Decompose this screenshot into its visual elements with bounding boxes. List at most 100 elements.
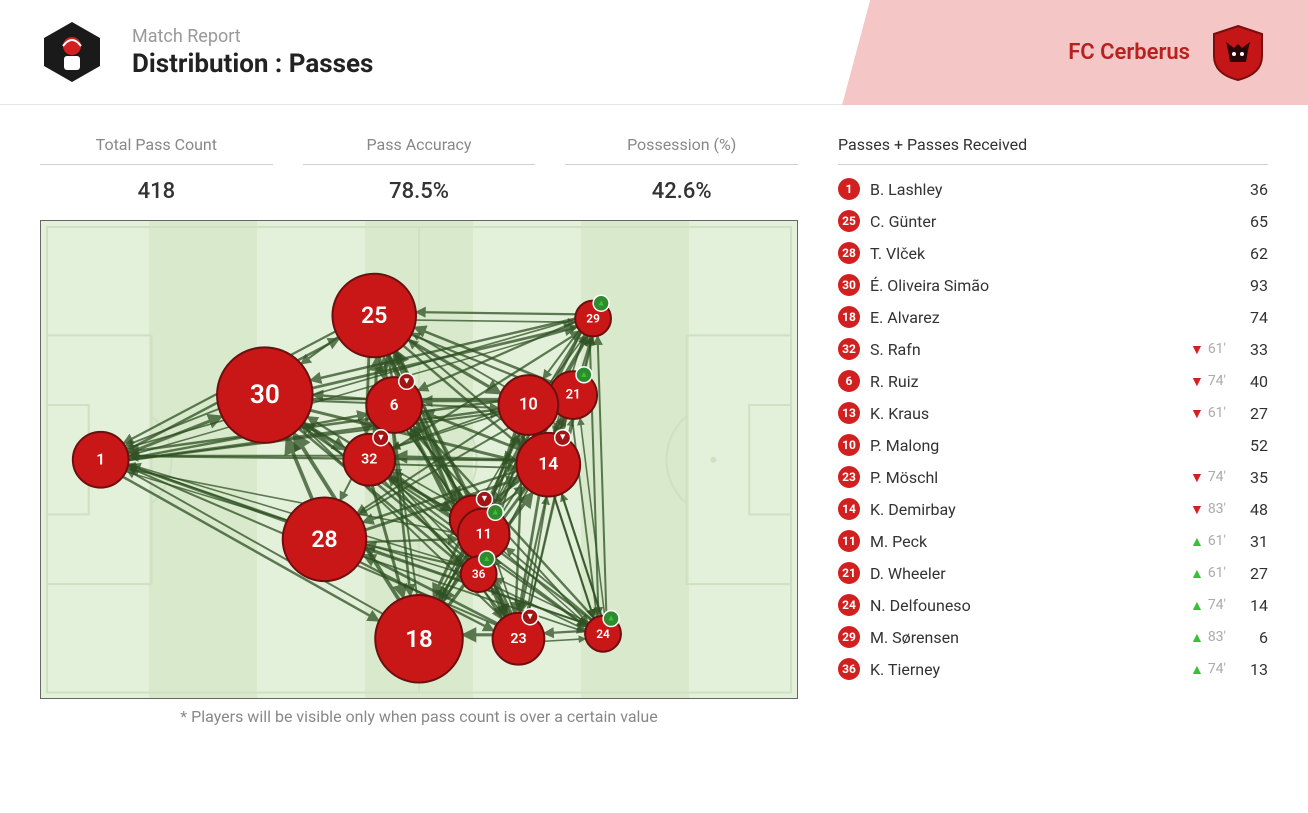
player-name: K. Demirbay — [870, 500, 1190, 519]
right-column: Passes + Passes Received 1B. Lashley3625… — [838, 135, 1268, 726]
player-value: 48 — [1236, 500, 1268, 519]
player-node[interactable]: 10 — [499, 375, 559, 435]
sub-minute: 61' — [1208, 405, 1226, 421]
player-name: É. Oliveira Simão — [870, 276, 1236, 295]
player-name: E. Alvarez — [870, 308, 1236, 327]
sub-out-icon: ▼ — [1190, 469, 1204, 486]
player-value: 13 — [1236, 660, 1268, 679]
player-number-badge: 36 — [838, 658, 860, 680]
player-node[interactable]: 30 — [217, 347, 312, 442]
stat-label: Total Pass Count — [40, 135, 273, 165]
player-row[interactable]: 13K. Kraus▼61'27 — [838, 397, 1268, 429]
svg-text:24: 24 — [596, 627, 610, 641]
sub-indicator: ▼83' — [1190, 501, 1226, 518]
player-node[interactable]: 25 — [332, 274, 416, 358]
player-number-badge: 10 — [838, 434, 860, 456]
sub-indicator: ▲74' — [1190, 661, 1226, 678]
stat-block: Pass Accuracy78.5% — [303, 135, 536, 204]
player-row[interactable]: 30É. Oliveira Simão93 — [838, 269, 1268, 301]
page-subtitle: Match Report — [132, 26, 373, 47]
player-number-badge: 28 — [838, 242, 860, 264]
player-number-badge: 29 — [838, 626, 860, 648]
player-number-badge: 13 — [838, 402, 860, 424]
sub-indicator: ▼74' — [1190, 373, 1226, 390]
player-row[interactable]: 18 E. Alvarez74 — [838, 301, 1268, 333]
player-name: P. Malong — [870, 436, 1236, 455]
player-row[interactable]: 1B. Lashley36 — [838, 173, 1268, 205]
player-value: 65 — [1236, 212, 1268, 231]
sub-minute: 61' — [1208, 533, 1226, 549]
player-value: 52 — [1236, 436, 1268, 455]
sub-indicator: ▲61' — [1190, 533, 1226, 550]
player-row[interactable]: 23P. Möschl▼74'35 — [838, 461, 1268, 493]
player-row[interactable]: 6R. Ruiz▼74'40 — [838, 365, 1268, 397]
player-name: B. Lashley — [870, 180, 1236, 199]
sub-minute: 61' — [1208, 565, 1226, 581]
player-row[interactable]: 25C. Günter65 — [838, 205, 1268, 237]
player-value: 6 — [1236, 628, 1268, 647]
sub-minute: 83' — [1208, 501, 1226, 517]
player-value: 14 — [1236, 596, 1268, 615]
svg-text:▲: ▲ — [491, 507, 500, 517]
svg-text:28: 28 — [311, 526, 337, 553]
player-value: 62 — [1236, 244, 1268, 263]
sub-minute: 74' — [1208, 469, 1226, 485]
svg-text:21: 21 — [566, 388, 581, 403]
pass-network-chart: 125306▼2832▼29▲21▲1014▼13▼11▲36▲1823▼24▲ — [41, 221, 797, 698]
player-row[interactable]: 36K. Tierney▲74'13 — [838, 653, 1268, 685]
stat-value: 418 — [40, 165, 273, 204]
player-value: 31 — [1236, 532, 1268, 551]
svg-text:▼: ▼ — [402, 376, 411, 386]
stat-value: 78.5% — [303, 165, 536, 204]
report-logo-icon — [40, 20, 104, 84]
player-row[interactable]: 24N. Delfouneso▲74'14 — [838, 589, 1268, 621]
main: Total Pass Count418 Pass Accuracy78.5% Pos… — [0, 105, 1308, 742]
player-node[interactable]: 1 — [73, 432, 129, 488]
stat-block: Possession (%)42.6% — [565, 135, 798, 204]
svg-text:29: 29 — [586, 311, 600, 325]
svg-text:▲: ▲ — [579, 370, 588, 380]
player-row[interactable]: 10 P. Malong52 — [838, 429, 1268, 461]
svg-text:▼: ▼ — [480, 494, 489, 504]
player-row[interactable]: 32S. Rafn▼61'33 — [838, 333, 1268, 365]
player-list: 1B. Lashley3625C. Günter65 28 T. Vlček62 30… — [838, 173, 1268, 685]
player-name: C. Günter — [870, 212, 1236, 231]
svg-text:1: 1 — [96, 451, 105, 469]
player-row[interactable]: 21D. Wheeler▲61'27 — [838, 557, 1268, 589]
player-number-badge: 14 — [838, 498, 860, 520]
svg-text:10: 10 — [519, 396, 538, 415]
stat-block: Total Pass Count418 — [40, 135, 273, 204]
player-table-title: Passes + Passes Received — [838, 135, 1268, 165]
player-name: D. Wheeler — [870, 564, 1190, 583]
player-number-badge: 11 — [838, 530, 860, 552]
team-name: FC Cerberus — [1068, 40, 1190, 65]
sub-indicator: ▼74' — [1190, 469, 1226, 486]
stat-label: Possession (%) — [565, 135, 798, 165]
player-value: 74 — [1236, 308, 1268, 327]
sub-indicator: ▲61' — [1190, 565, 1226, 582]
player-value: 33 — [1236, 340, 1268, 359]
player-name: K. Kraus — [870, 404, 1190, 423]
sub-in-icon: ▲ — [1190, 597, 1204, 614]
left-column: Total Pass Count418 Pass Accuracy78.5% Pos… — [40, 135, 798, 726]
player-node[interactable]: 28 — [283, 498, 367, 582]
svg-text:23: 23 — [510, 631, 526, 647]
player-row[interactable]: 11 M. Peck▲61' 31 — [838, 525, 1268, 557]
player-name: M. Peck — [870, 532, 1190, 551]
player-row[interactable]: 28 T. Vlček62 — [838, 237, 1268, 269]
svg-text:14: 14 — [538, 455, 558, 475]
sub-indicator: ▼61' — [1190, 405, 1226, 422]
svg-text:6: 6 — [390, 396, 399, 414]
player-row[interactable]: 14 K. Demirbay▼83' 48 — [838, 493, 1268, 525]
page-title: Distribution : Passes — [132, 49, 373, 79]
topbar: Match Report Distribution : Passes FC Ce… — [0, 0, 1308, 105]
player-name: T. Vlček — [870, 244, 1236, 263]
player-row[interactable]: 29M. Sørensen▲83'6 — [838, 621, 1268, 653]
sub-out-icon: ▼ — [1190, 405, 1204, 422]
footnote: * Players will be visible only when pass… — [40, 707, 798, 726]
player-node[interactable]: 18 — [375, 595, 463, 683]
player-number-badge: 18 — [838, 306, 860, 328]
sub-minute: 61' — [1208, 341, 1226, 357]
svg-text:18: 18 — [405, 625, 432, 653]
svg-text:▲: ▲ — [607, 614, 616, 624]
